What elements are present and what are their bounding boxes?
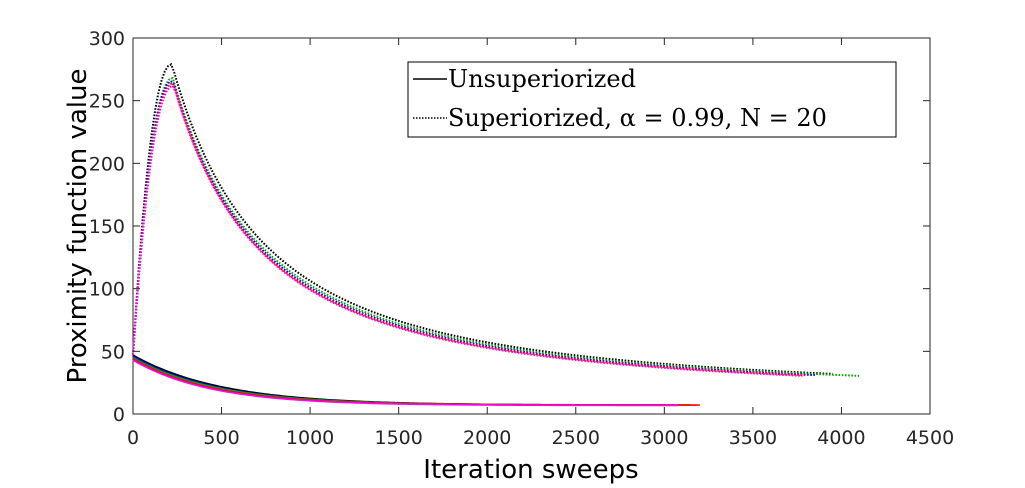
- y-tick-label-5: 250: [89, 91, 125, 113]
- y-tick-label-1: 50: [101, 341, 125, 363]
- x-tick-label-4: 2000: [463, 427, 511, 449]
- legend: Unsuperiorized Superiorized, α = 0.99, N…: [407, 61, 897, 138]
- legend-entry-unsuperiorized: Unsuperiorized: [448, 65, 636, 93]
- superiorized-line-5: [132, 62, 833, 375]
- legend-box: [407, 61, 897, 138]
- x-tick-label-9: 4500: [906, 427, 954, 449]
- y-tick-label-4: 200: [89, 153, 125, 175]
- x-tick-label-0: 0: [127, 427, 139, 449]
- x-tick-label-7: 3500: [729, 427, 777, 449]
- x-tick-label-1: 500: [203, 427, 239, 449]
- y-axis-ticks: 0 50 100 150 200 250 300: [89, 28, 930, 426]
- x-tick-label-5: 2500: [552, 427, 600, 449]
- series-layer: [132, 62, 860, 407]
- superiorized-line-9: [132, 84, 803, 377]
- legend-entry-superiorized: Superiorized, α = 0.99, N = 20: [448, 104, 827, 132]
- y-tick-label-6: 300: [89, 28, 125, 50]
- y-axis-label: Proximity function value: [63, 69, 93, 384]
- unsuperiorized-line-4: [132, 359, 679, 407]
- superiorized-line-6: [132, 76, 860, 377]
- superiorized-line-7: [132, 80, 815, 377]
- x-tick-label-3: 1500: [374, 427, 422, 449]
- y-tick-label-3: 150: [89, 216, 125, 238]
- x-tick-label-6: 3000: [640, 427, 688, 449]
- y-tick-label-2: 100: [89, 279, 125, 301]
- superiorized-line-8: [132, 81, 807, 377]
- x-axis-ticks: 0 500 1000 1500 2000 2500 3000 3500 4000 4500: [127, 38, 954, 449]
- x-axis-label: Iteration sweeps: [423, 455, 638, 485]
- y-tick-label-0: 0: [113, 404, 125, 426]
- x-tick-label-2: 1000: [286, 427, 334, 449]
- x-tick-label-8: 4000: [817, 427, 865, 449]
